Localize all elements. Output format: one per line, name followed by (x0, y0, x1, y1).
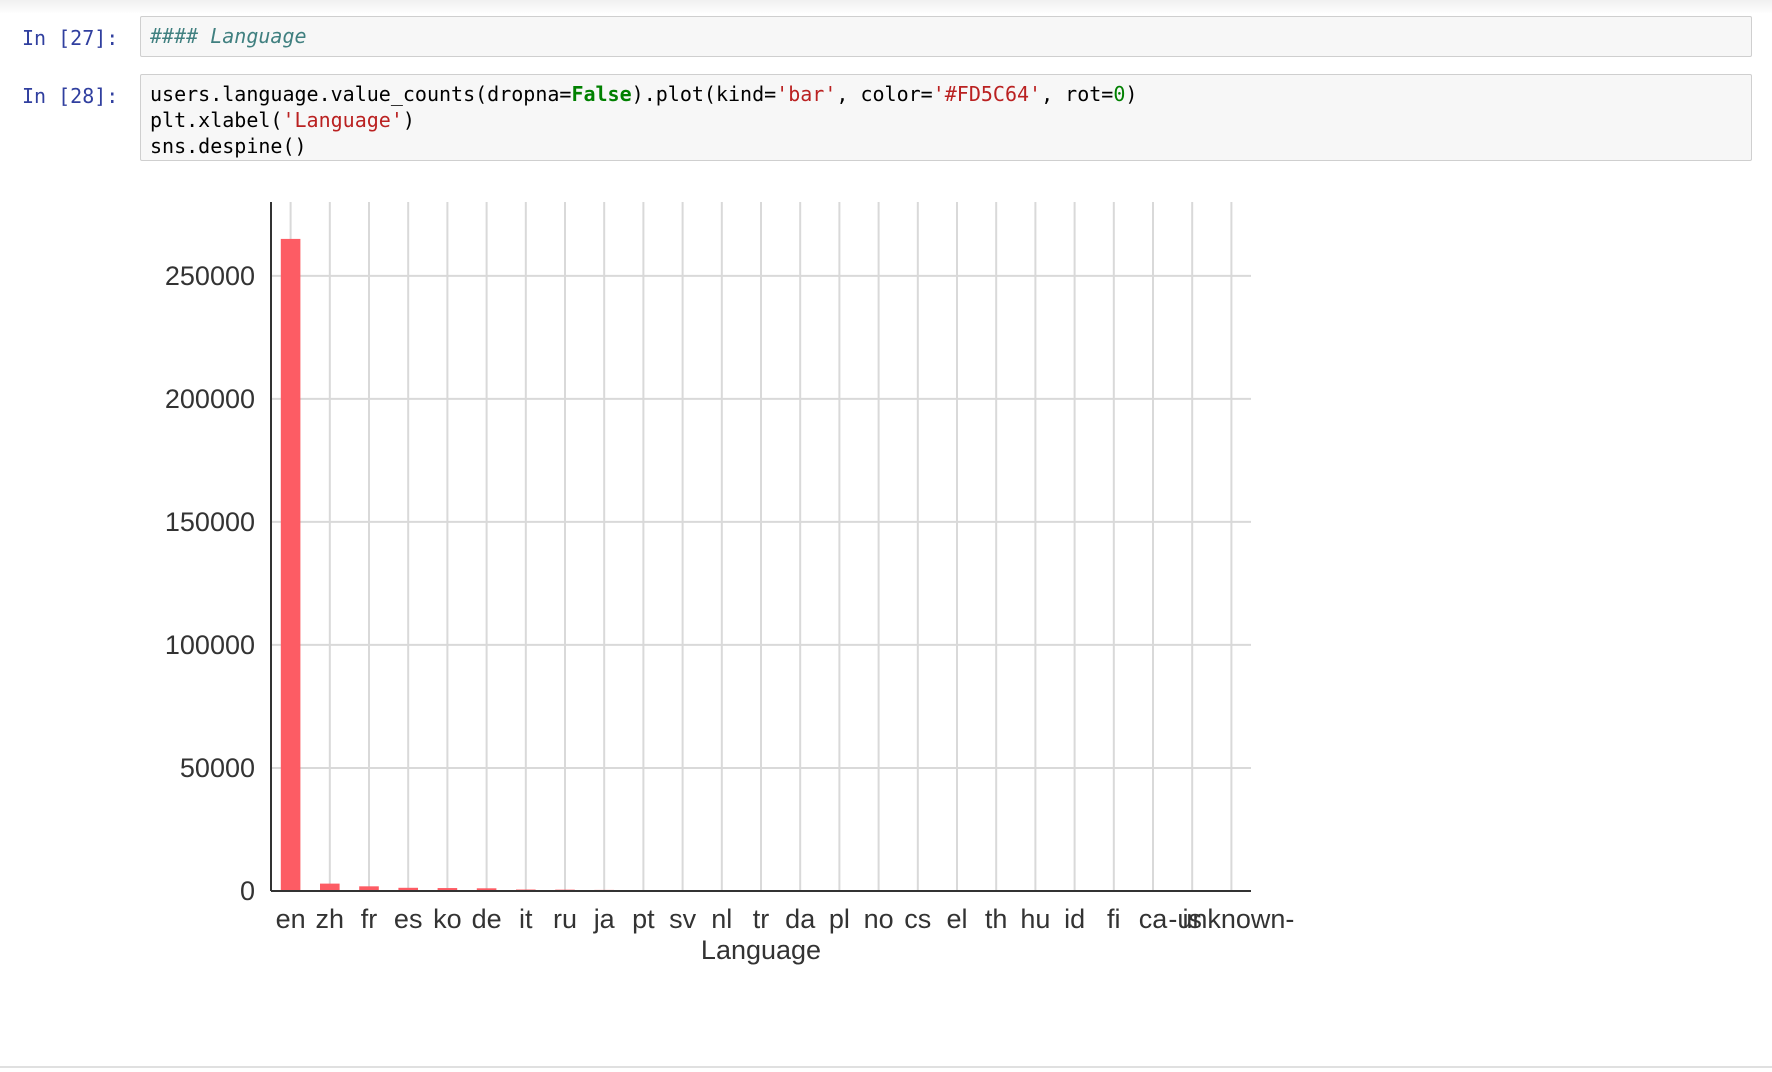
cell-divider (0, 1066, 1772, 1068)
x-tick-label: ja (593, 904, 616, 934)
x-tick-label: da (785, 904, 816, 934)
input-prompt: In [27]: (22, 26, 119, 50)
code-token: ) (1125, 82, 1138, 106)
input-prompt: In [28]: (22, 84, 119, 108)
code-token: sns.despine() (150, 134, 307, 158)
code-editor[interactable]: users.language.value_counts(dropna=False… (141, 75, 1751, 165)
code-token: users.language.value_counts(dropna= (150, 82, 572, 106)
code-input-area[interactable]: #### Language (140, 16, 1752, 57)
bar (320, 883, 340, 891)
x-tick-label: fi (1107, 904, 1121, 934)
x-tick-label: zh (316, 904, 345, 934)
bar (437, 888, 458, 891)
y-tick-label: 100000 (165, 630, 255, 660)
code-string: 'Language' (282, 108, 403, 132)
x-tick-label: sv (669, 904, 697, 934)
x-tick-label: pt (632, 904, 655, 934)
code-keyword: False (571, 82, 632, 106)
toolbar-shadow (0, 0, 1772, 14)
y-tick-label: 150000 (165, 507, 255, 537)
x-tick-label: it (519, 904, 533, 934)
x-tick-label: no (864, 904, 894, 934)
code-token: , color= (836, 82, 933, 106)
x-tick-label: th (985, 904, 1008, 934)
x-tick-label: en (276, 904, 306, 934)
code-string: 'bar' (776, 82, 837, 106)
code-token: ).plot(kind= (631, 82, 777, 106)
x-axis-label: Language (701, 935, 821, 965)
x-tick-label: tr (753, 904, 770, 934)
code-token: plt.xlabel( (150, 108, 283, 132)
code-string: '#FD5C64' (932, 82, 1042, 106)
code-input-area[interactable]: users.language.value_counts(dropna=False… (140, 74, 1752, 161)
y-tick-label: 0 (240, 876, 255, 906)
bar (280, 238, 301, 891)
bar (476, 888, 497, 891)
code-token: , rot= (1041, 82, 1114, 106)
x-tick-label: es (394, 904, 423, 934)
bar-chart: 0 50000 100000 150000 200000 250000 en zh fr es ko… (165, 202, 1294, 965)
x-tick-label: ca (1139, 904, 1169, 934)
markdown-comment: #### Language (150, 24, 307, 48)
x-tick-label: cs (904, 904, 931, 934)
x-tick-label: el (946, 904, 967, 934)
x-tick-label: is (1182, 904, 1202, 934)
bar (398, 887, 418, 891)
x-tick-label: fr (361, 904, 378, 934)
cell-output: 0 50000 100000 150000 200000 250000 en zh fr es ko… (140, 192, 1440, 1062)
x-tick-label: id (1064, 904, 1085, 934)
x-tick-label: nl (711, 904, 732, 934)
code-number: 0 (1113, 82, 1126, 106)
code-token: ) (402, 108, 415, 132)
x-tick-label: hu (1020, 904, 1050, 934)
x-tick-label: ko (433, 904, 462, 934)
x-tick-label: de (472, 904, 502, 934)
bar (359, 886, 379, 891)
y-tick-label: 200000 (165, 384, 255, 414)
x-tick-label: pl (829, 904, 850, 934)
y-tick-label: 250000 (165, 261, 255, 291)
x-tick-label: -unknown- (1168, 904, 1294, 934)
code-editor[interactable]: #### Language (141, 17, 1751, 55)
y-tick-label: 50000 (180, 753, 255, 783)
x-tick-label: ru (553, 904, 577, 934)
